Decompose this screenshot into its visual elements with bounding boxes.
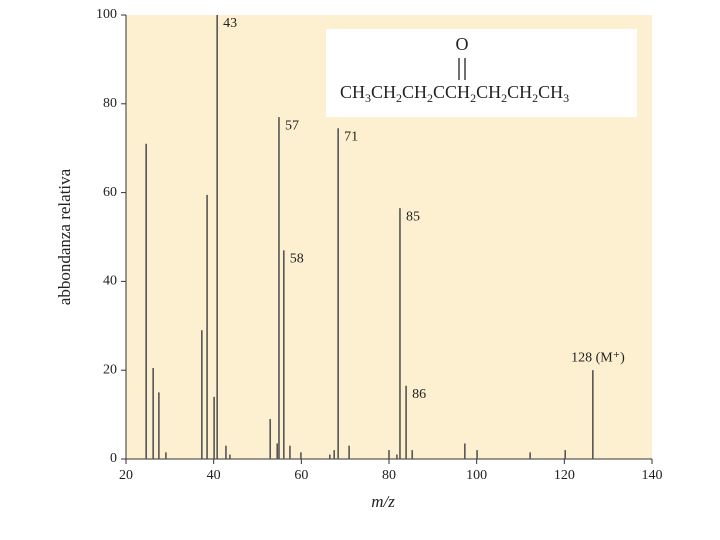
peak-annotation: 85 xyxy=(406,209,420,224)
peak-annotation: 43 xyxy=(223,16,237,31)
formula-part: CH xyxy=(538,82,563,102)
x-tick-label: 80 xyxy=(382,468,396,483)
formula-part: CH xyxy=(371,82,396,102)
x-tick-label: 100 xyxy=(466,468,487,483)
y-tick-label: 60 xyxy=(103,185,117,200)
formula-part: CH xyxy=(402,82,427,102)
formula-part: CH xyxy=(507,82,532,102)
structure-oxygen: O xyxy=(456,34,469,54)
x-tick-label: 120 xyxy=(554,468,575,483)
peak-annotation: 71 xyxy=(344,129,358,144)
formula-part: CH xyxy=(476,82,501,102)
y-tick-label: 20 xyxy=(103,362,117,377)
x-tick-label: 20 xyxy=(119,468,133,483)
x-axis-label: m/z xyxy=(371,492,395,511)
formula-subscript: 2 xyxy=(470,91,476,105)
formula-subscript: 2 xyxy=(427,91,433,105)
x-tick-label: 40 xyxy=(207,468,221,483)
y-tick-label: 0 xyxy=(110,451,117,466)
peak-annotation: 57 xyxy=(285,118,299,133)
formula-subscript: 3 xyxy=(563,91,569,105)
x-tick-label: 140 xyxy=(642,468,663,483)
y-tick-label: 80 xyxy=(103,96,117,111)
formula-subscript: 2 xyxy=(396,91,402,105)
y-axis-label: abbondanza relativa xyxy=(55,168,74,305)
formula-subscript: 2 xyxy=(501,91,507,105)
y-tick-label: 100 xyxy=(96,7,117,22)
peak-annotation: 128 (M⁺) xyxy=(571,350,625,365)
x-tick-label: 60 xyxy=(294,468,308,483)
structure-formula: CH3CH2CH2CCH2CH2CH2CH3 xyxy=(340,82,569,105)
formula-subscript: 3 xyxy=(365,91,371,105)
peak-annotation: 86 xyxy=(412,387,426,402)
structure-box xyxy=(326,29,637,117)
y-tick-label: 40 xyxy=(103,274,117,289)
formula-subscript: 2 xyxy=(532,91,538,105)
formula-part: CCH xyxy=(433,82,470,102)
formula-part: CH xyxy=(340,82,365,102)
peak-annotation: 58 xyxy=(290,252,304,267)
